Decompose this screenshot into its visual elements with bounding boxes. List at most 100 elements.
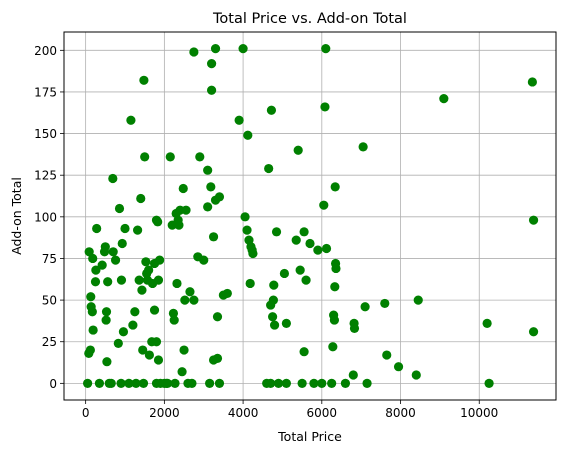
y-tick-label: 175 — [34, 85, 57, 99]
scatter-point — [413, 295, 423, 305]
scatter-point — [144, 350, 155, 360]
scatter-point — [130, 307, 140, 317]
scatter-point — [134, 275, 144, 285]
scatter-point — [138, 378, 149, 388]
scatter-point — [91, 265, 101, 275]
x-tick-label: 2000 — [149, 406, 180, 420]
scatter-point — [238, 44, 248, 54]
scatter-point — [131, 378, 141, 388]
scatter-point — [139, 75, 149, 85]
ticks-layer: 0 2000 4000 6000 8000 10000 0 25 50 75 100 125 150 17… — [34, 44, 498, 420]
scatter-point — [266, 378, 276, 388]
scatter-point — [124, 378, 134, 388]
scatter-point — [133, 225, 143, 235]
scatter-point — [240, 212, 250, 222]
scatter-point — [137, 285, 147, 295]
y-tick-label: 50 — [42, 294, 57, 308]
y-axis-label: Add-on Total — [9, 177, 24, 255]
scatter-point — [86, 292, 96, 302]
scatter-point — [330, 182, 340, 192]
scatter-point — [206, 182, 216, 192]
y-tick-label: 200 — [34, 44, 57, 58]
scatter-point — [83, 378, 93, 388]
scatter-point — [153, 217, 163, 227]
scatter-point — [234, 115, 244, 125]
scatter-point — [169, 315, 179, 325]
scatter-point — [393, 362, 404, 372]
scatter-point — [271, 227, 282, 237]
scatter-point — [118, 327, 129, 337]
scatter-point — [360, 302, 370, 312]
scatter-point — [126, 115, 136, 125]
scatter-point — [327, 378, 337, 388]
scatter-point — [87, 307, 97, 317]
scatter-point — [268, 295, 278, 305]
scatter-point — [141, 257, 151, 267]
scatter-point — [140, 152, 150, 162]
scatter-point — [295, 265, 305, 275]
scatter-point — [116, 378, 126, 388]
scatter-point — [92, 223, 102, 234]
scatter-point — [110, 255, 121, 265]
scatter-point — [208, 232, 219, 242]
scatter-point — [180, 295, 190, 305]
scatter-point — [106, 378, 116, 388]
scatter-point — [313, 245, 323, 255]
grid-layer — [64, 32, 556, 400]
scatter-point — [293, 145, 303, 155]
y-tick-label: 75 — [42, 252, 57, 266]
scatter-point — [362, 378, 372, 388]
scatter-point — [248, 248, 258, 259]
scatter-point — [269, 280, 279, 290]
scatter-point — [153, 355, 164, 365]
scatter-point — [214, 192, 225, 202]
scatter-point — [174, 220, 184, 230]
scatter-point — [138, 345, 148, 355]
scatter-point — [207, 85, 217, 95]
y-tick-label: 0 — [49, 377, 57, 391]
x-tick-label: 10000 — [460, 406, 498, 420]
scatter-point — [317, 378, 327, 388]
scatter-point — [168, 308, 179, 319]
scatter-point — [527, 77, 537, 87]
scatter-point — [348, 370, 358, 380]
scatter-point — [187, 378, 197, 388]
scatter-point — [321, 243, 332, 254]
x-tick-label: 6000 — [307, 406, 338, 420]
scatter-point — [279, 268, 290, 279]
scatter-point — [177, 367, 187, 377]
scatter-point — [203, 202, 213, 212]
scatter-point — [299, 347, 309, 357]
scatter-point — [222, 288, 232, 299]
scatter-point — [242, 225, 252, 235]
scatter-point — [128, 320, 138, 330]
scatter-point — [185, 287, 195, 297]
scatter-point — [165, 152, 175, 162]
scatter-point — [291, 235, 301, 245]
scatter-point — [189, 47, 199, 57]
scatter-point — [203, 165, 213, 175]
scatter-point — [281, 378, 291, 388]
scatter-point — [195, 152, 205, 162]
scatter-point — [94, 378, 105, 388]
chart-title: Total Price vs. Add-on Total — [212, 11, 407, 27]
scatter-point — [108, 247, 118, 257]
x-tick-label: 4000 — [228, 406, 259, 420]
scatter-point — [297, 378, 307, 388]
scatter-point — [329, 315, 340, 325]
scatter-point — [207, 59, 217, 69]
scatter-point — [162, 378, 173, 388]
scatter-point — [108, 173, 118, 184]
scatter-point — [210, 44, 221, 54]
scatter-point — [266, 105, 277, 115]
scatter-point — [101, 315, 111, 325]
scatter-point — [268, 312, 278, 322]
scatter-point — [102, 357, 112, 367]
scatter-point — [117, 238, 127, 249]
scatter-point — [269, 320, 280, 330]
scatter-point — [205, 378, 215, 388]
y-tick-label: 25 — [42, 335, 57, 349]
scatter-point — [328, 342, 338, 352]
